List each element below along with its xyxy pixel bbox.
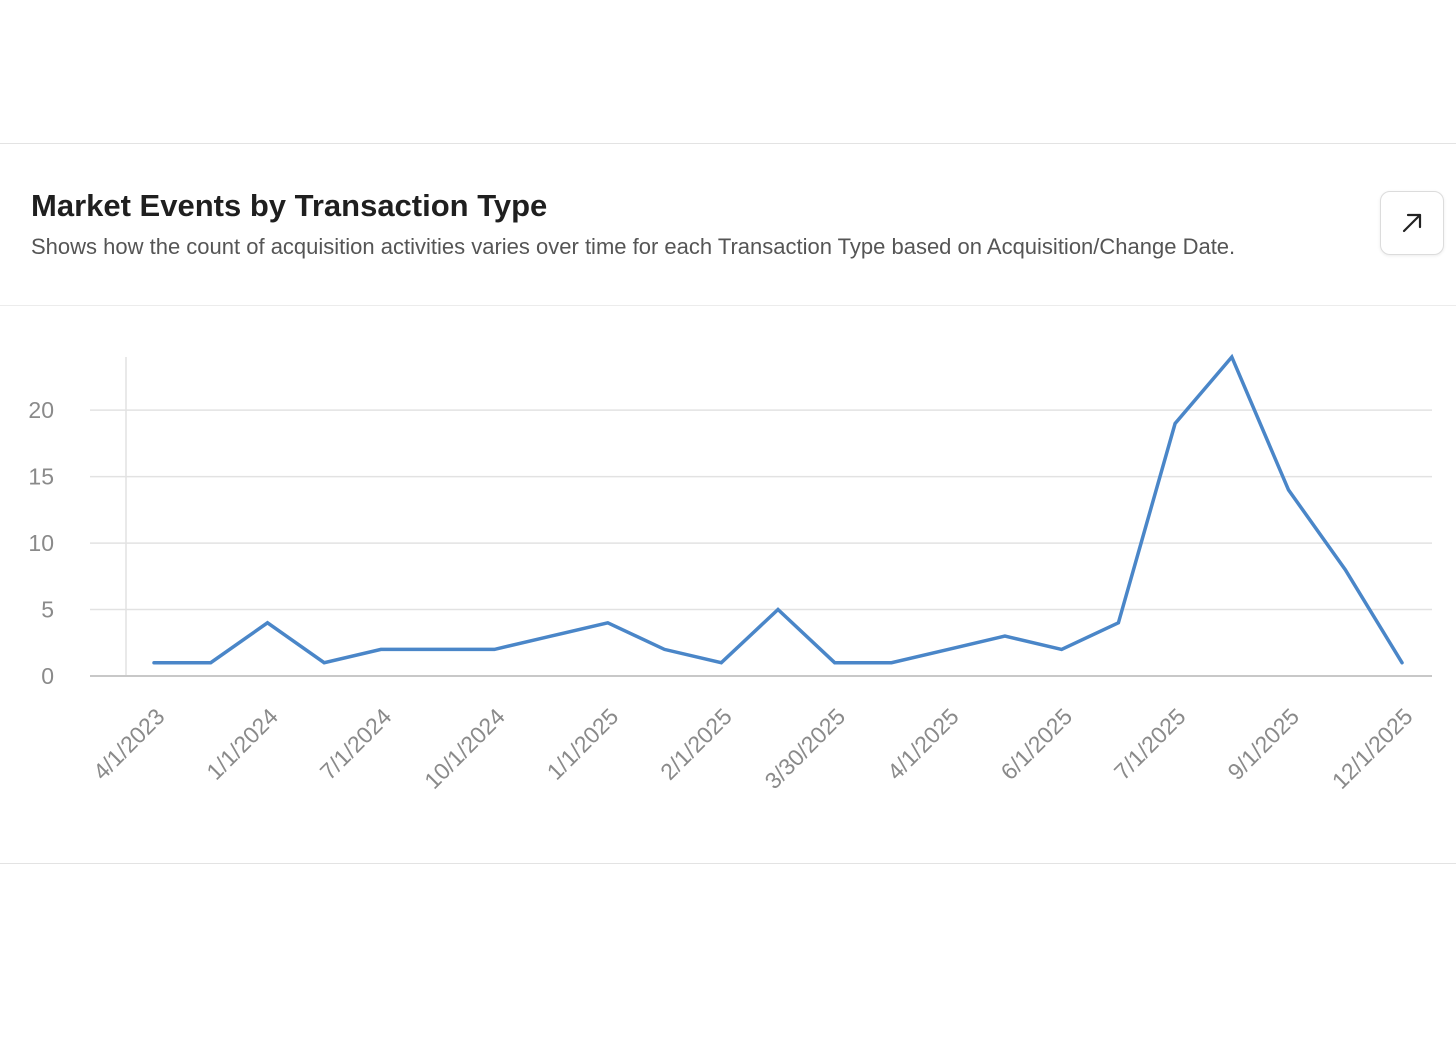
x-axis-ticks: 4/1/2023 1/1/2024 7/1/2024 10/1/2024 1/1/202… [88, 703, 1418, 794]
data-point[interactable] [1056, 643, 1068, 655]
axes [90, 357, 1432, 677]
data-point[interactable] [885, 657, 897, 669]
x-tick-label: 3/30/2025 [760, 703, 851, 794]
data-point[interactable] [318, 657, 330, 669]
x-tick-label: 9/1/2025 [1222, 703, 1304, 785]
data-point[interactable] [942, 643, 954, 655]
arrow-up-right-icon [1402, 213, 1422, 233]
x-tick-label: 1/1/2025 [542, 703, 624, 785]
chart-title: Market Events by Transaction Type [31, 188, 548, 223]
data-point[interactable] [545, 630, 557, 642]
y-axis-ticks: 0 5 10 15 20 [28, 397, 54, 689]
data-point[interactable] [829, 657, 841, 669]
y-tick-label: 10 [28, 530, 54, 556]
x-tick-label: 7/1/2024 [315, 703, 397, 785]
data-point[interactable] [148, 657, 160, 669]
data-point[interactable] [1169, 417, 1181, 429]
x-tick-label: 2/1/2025 [655, 703, 737, 785]
data-point[interactable] [659, 643, 671, 655]
data-point[interactable] [432, 643, 444, 655]
expand-button[interactable] [1380, 191, 1444, 255]
data-point[interactable] [772, 604, 784, 616]
data-point[interactable] [715, 657, 727, 669]
data-point[interactable] [375, 643, 387, 655]
data-point[interactable] [261, 617, 273, 629]
data-point[interactable] [1283, 484, 1295, 496]
data-point[interactable] [1396, 657, 1408, 669]
data-point[interactable] [1112, 617, 1124, 629]
data-point[interactable] [1339, 564, 1351, 576]
data-point[interactable] [205, 657, 217, 669]
x-tick-label: 4/1/2025 [882, 703, 964, 785]
x-tick-label: 12/1/2025 [1327, 703, 1418, 794]
data-point[interactable] [602, 617, 614, 629]
x-tick-label: 1/1/2024 [201, 703, 283, 785]
y-tick-label: 20 [28, 397, 54, 423]
x-tick-label: 10/1/2024 [419, 703, 510, 794]
x-tick-label: 4/1/2023 [88, 703, 170, 785]
x-tick-label: 6/1/2025 [995, 703, 1077, 785]
x-tick-label: 7/1/2025 [1109, 703, 1191, 785]
data-point[interactable] [999, 630, 1011, 642]
series-layer [148, 351, 1408, 669]
series-line-0 [152, 353, 1404, 665]
y-tick-label: 5 [41, 597, 54, 623]
y-tick-label: 15 [28, 464, 54, 490]
y-tick-label: 0 [41, 663, 54, 689]
grid-lines [90, 409, 1432, 611]
data-point[interactable] [488, 643, 500, 655]
card-header: Market Events by Transaction Type Shows … [0, 144, 1456, 306]
chart-subtitle: Shows how the count of acquisition activ… [31, 234, 1236, 259]
data-point[interactable] [1226, 351, 1238, 363]
chart-card: Market Events by Transaction Type Shows … [0, 143, 1456, 864]
